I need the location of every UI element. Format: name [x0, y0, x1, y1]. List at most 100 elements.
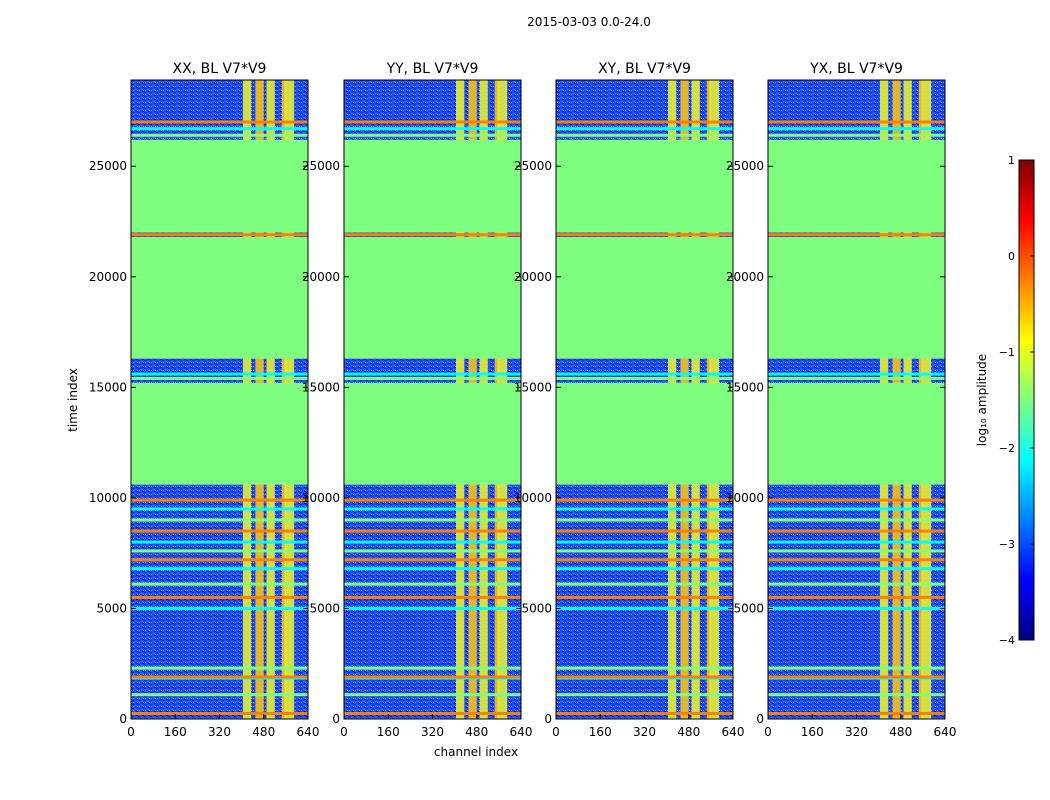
flagged-time-block — [131, 139, 308, 233]
rfi-time-row — [131, 549, 308, 553]
rfi-time-row — [556, 666, 733, 670]
rfi-time-row — [556, 120, 733, 124]
rfi-time-row — [344, 711, 521, 715]
y-tick-label: 15000 — [89, 380, 127, 394]
rfi-time-row — [131, 133, 308, 137]
rfi-time-row — [556, 595, 733, 599]
flagged-time-block — [768, 139, 945, 233]
rfi-time-row — [344, 693, 521, 697]
colorbar-tick-label: 1 — [1008, 154, 1015, 167]
y-tick-label: 20000 — [726, 270, 764, 284]
rfi-time-row — [344, 582, 521, 586]
rfi-time-row — [768, 133, 945, 137]
x-tick-label: 480 — [465, 725, 488, 739]
rfi-time-row — [131, 582, 308, 586]
rfi-time-row — [768, 675, 945, 679]
rfi-time-row — [131, 540, 308, 544]
y-tick-label: 20000 — [514, 270, 552, 284]
y-tick-label: 5000 — [733, 601, 764, 615]
rfi-time-row — [556, 518, 733, 522]
y-tick-label: 5000 — [521, 601, 552, 615]
rfi-time-row — [344, 518, 521, 522]
rfi-time-row — [344, 558, 521, 562]
x-tick-label: 480 — [252, 725, 275, 739]
rfi-time-row — [131, 233, 308, 237]
rfi-time-row — [768, 582, 945, 586]
colorbar-tick-label: −3 — [999, 538, 1015, 551]
colorbar-tick-label: −2 — [999, 442, 1015, 455]
rfi-time-row — [131, 507, 308, 511]
flagged-time-block — [344, 139, 521, 233]
flagged-time-block — [768, 236, 945, 359]
rfi-time-row — [556, 372, 733, 376]
rfi-time-row — [344, 666, 521, 670]
x-tick-label: 160 — [801, 725, 824, 739]
rfi-time-row — [131, 711, 308, 715]
rfi-time-row — [556, 498, 733, 502]
y-tick-label: 0 — [756, 712, 764, 726]
y-tick-label: 0 — [544, 712, 552, 726]
y-tick-label: 25000 — [514, 159, 552, 173]
rfi-time-row — [556, 549, 733, 553]
y-tick-label: 15000 — [514, 380, 552, 394]
rfi-time-row — [344, 233, 521, 237]
rfi-time-row — [768, 606, 945, 610]
rfi-time-row — [131, 518, 308, 522]
flagged-time-block — [131, 236, 308, 359]
panel-xx: XX, BL V7*V9 0 160 320 480 640 0 5000 10000 15000… — [89, 61, 320, 739]
rfi-time-row — [131, 693, 308, 697]
y-tick-label: 5000 — [96, 601, 127, 615]
rfi-time-row — [344, 675, 521, 679]
x-tick-label: 640 — [297, 725, 320, 739]
rfi-time-row — [131, 567, 308, 571]
panel-title-xx: XX, BL V7*V9 — [173, 61, 267, 77]
colorbar-label: log₁₀ amplitude — [975, 354, 989, 446]
y-tick-label: 10000 — [726, 491, 764, 505]
rfi-time-row — [768, 120, 945, 124]
rfi-time-row — [768, 233, 945, 237]
y-axis-label: time index — [66, 368, 80, 432]
x-tick-label: 160 — [377, 725, 400, 739]
rfi-time-row — [556, 540, 733, 544]
rfi-time-row — [556, 133, 733, 137]
x-tick-label: 0 — [340, 725, 348, 739]
rfi-time-row — [556, 127, 733, 131]
y-tick-label: 15000 — [726, 380, 764, 394]
panel-yx: YX, BL V7*V9 0 160 320 480 640 0 5000 10000 15000… — [726, 61, 957, 739]
x-tick-label: 320 — [208, 725, 231, 739]
rfi-time-row — [556, 233, 733, 237]
rfi-time-row — [556, 507, 733, 511]
rfi-time-row — [768, 529, 945, 533]
colorbar-tick-label: 0 — [1008, 250, 1015, 263]
y-tick-label: 20000 — [302, 270, 340, 284]
x-tick-label: 160 — [589, 725, 612, 739]
rfi-time-row — [556, 675, 733, 679]
rfi-time-row — [556, 693, 733, 697]
y-tick-label: 20000 — [89, 270, 127, 284]
x-tick-label: 320 — [845, 725, 868, 739]
rfi-time-row — [131, 675, 308, 679]
flagged-time-block — [556, 139, 733, 233]
rfi-time-row — [768, 549, 945, 553]
panel-title-xy: XY, BL V7*V9 — [598, 61, 691, 77]
flagged-time-block — [556, 236, 733, 359]
rfi-time-row — [344, 540, 521, 544]
rfi-time-row — [344, 133, 521, 137]
rfi-time-row — [344, 507, 521, 511]
y-tick-label: 25000 — [726, 159, 764, 173]
flagged-time-block — [556, 382, 733, 485]
y-tick-label: 10000 — [302, 491, 340, 505]
rfi-time-row — [556, 711, 733, 715]
rfi-time-row — [344, 567, 521, 571]
rfi-time-row — [131, 120, 308, 124]
rfi-time-row — [768, 567, 945, 571]
rfi-time-row — [131, 529, 308, 533]
colorbar-bar — [1018, 159, 1035, 641]
x-tick-label: 480 — [889, 725, 912, 739]
y-tick-label: 0 — [119, 712, 127, 726]
x-tick-label: 320 — [421, 725, 444, 739]
rfi-time-row — [344, 529, 521, 533]
panel-yy: YY, BL V7*V9 0 160 320 480 640 0 5000 10000 15000… — [302, 61, 533, 739]
rfi-time-row — [344, 376, 521, 380]
